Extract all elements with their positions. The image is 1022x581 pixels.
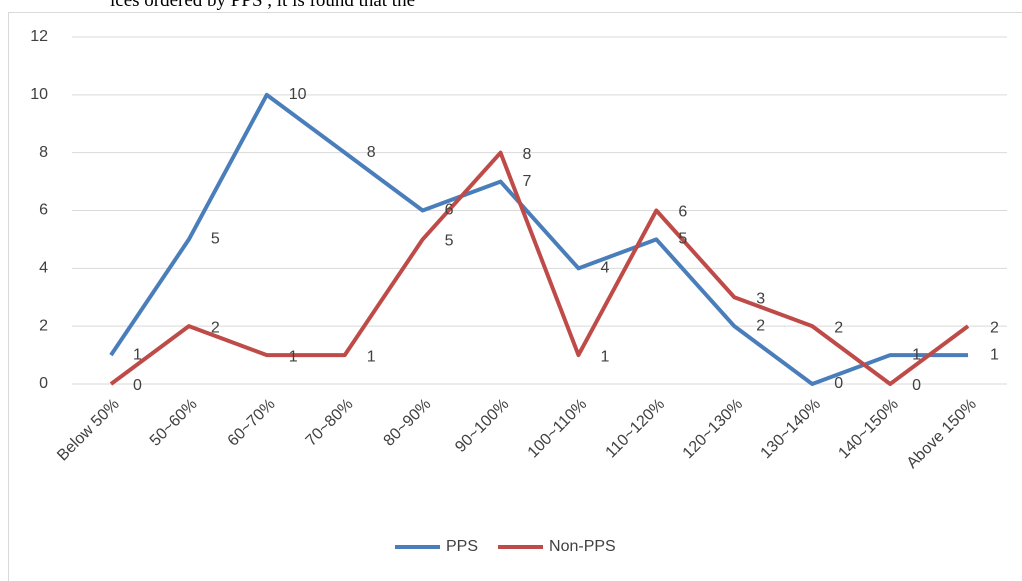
data-label: 6 xyxy=(678,204,687,221)
data-label: 2 xyxy=(756,317,765,334)
legend-label: Non-PPS xyxy=(549,538,616,555)
data-label: 0 xyxy=(133,377,142,394)
x-tick-label: 110~120% xyxy=(603,396,669,462)
x-tick-label: 140~150% xyxy=(835,396,901,462)
data-label: 4 xyxy=(600,260,609,277)
x-tick-label: 100~110% xyxy=(525,396,591,462)
chart-border xyxy=(8,12,1022,581)
data-label: 1 xyxy=(600,348,609,365)
y-tick-label: 4 xyxy=(39,260,48,277)
x-tick-label: 60~70% xyxy=(225,396,279,450)
y-tick-label: 12 xyxy=(30,28,48,45)
x-tick-label: 80~90% xyxy=(381,396,435,450)
data-label: 8 xyxy=(523,146,532,163)
data-label: 5 xyxy=(211,231,220,248)
data-label: 8 xyxy=(367,144,376,161)
data-label: 2 xyxy=(990,319,999,336)
legend-label: PPS xyxy=(446,538,478,555)
text-fragment: ices ordered by PPS , it is found that t… xyxy=(110,0,416,11)
x-tick-label: Above 150% xyxy=(904,396,980,472)
data-label: 7 xyxy=(523,173,532,190)
x-tick-label: 70~80% xyxy=(303,396,357,450)
x-tick-label: 130~140% xyxy=(758,396,824,462)
x-tick-label: 120~130% xyxy=(680,396,746,462)
data-label: 3 xyxy=(756,290,765,307)
data-label: 1 xyxy=(133,346,142,363)
x-tick-label: Below 50% xyxy=(54,396,123,465)
y-tick-label: 2 xyxy=(39,317,48,334)
data-label: 5 xyxy=(445,233,454,250)
y-tick-label: 6 xyxy=(39,202,48,219)
y-tick-label: 0 xyxy=(39,375,48,392)
y-tick-label: 8 xyxy=(39,144,48,161)
data-label: 2 xyxy=(211,319,220,336)
series-line xyxy=(109,92,969,386)
data-label: 5 xyxy=(678,231,687,248)
data-label: 2 xyxy=(834,319,843,336)
series-line xyxy=(109,150,970,386)
data-label: 0 xyxy=(834,375,843,392)
x-tick-label: 90~100% xyxy=(452,396,512,456)
data-label: 0 xyxy=(912,377,921,394)
data-label: 1 xyxy=(990,346,999,363)
data-label: 1 xyxy=(367,348,376,365)
y-tick-label: 10 xyxy=(30,86,48,103)
data-label: 1 xyxy=(289,348,298,365)
data-label: 10 xyxy=(289,86,307,103)
data-label: 6 xyxy=(445,202,454,219)
x-tick-label: 50~60% xyxy=(147,396,201,450)
data-label: 1 xyxy=(912,346,921,363)
